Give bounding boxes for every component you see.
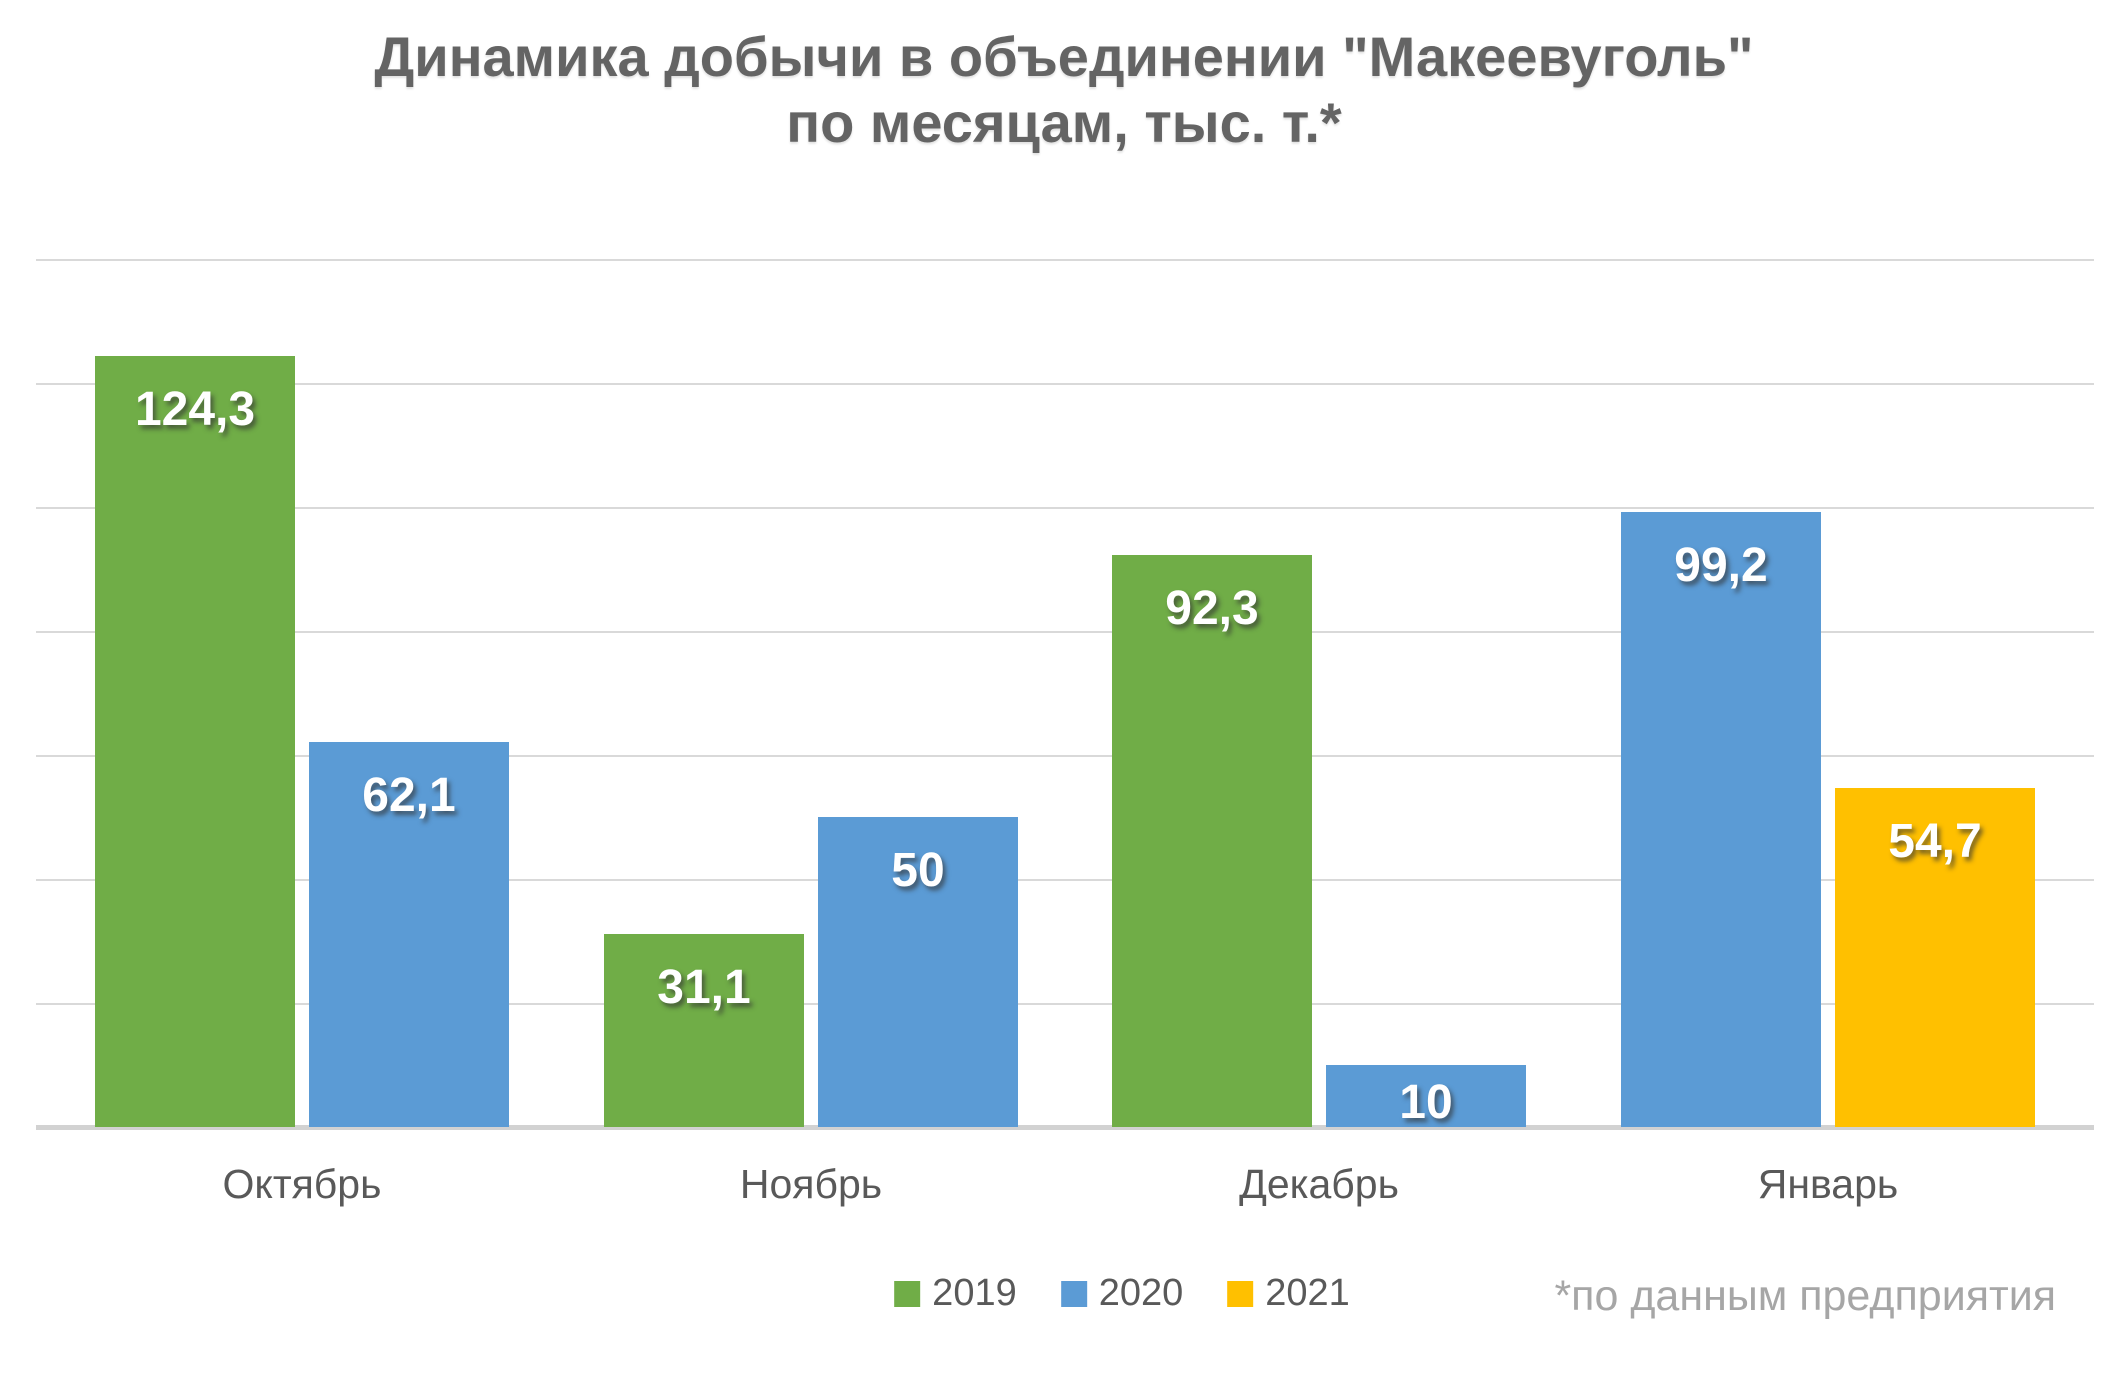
gridline [36, 1003, 2094, 1005]
legend-label: 2021 [1265, 1272, 1350, 1314]
bar-2019-декабрь: 92,3 [1112, 555, 1312, 1127]
x-axis-label-декабрь: Декабрь [1239, 1161, 1399, 1207]
legend-item-2020: 2020 [1060, 1272, 1184, 1315]
bar-value-label: 99,2 [1674, 539, 1768, 592]
x-axis-line [36, 1125, 2094, 1130]
legend-swatch-2019 [894, 1280, 921, 1307]
gridline [36, 755, 2094, 757]
bar-value-label: 10 [1399, 1076, 1453, 1129]
bar-2020-декабрь: 10 [1326, 1065, 1526, 1129]
x-axis-label-ноябрь: Ноябрь [739, 1161, 883, 1207]
bar-2019-октябрь: 124,3 [95, 356, 295, 1127]
bar-value-label: 31,1 [657, 961, 751, 1014]
chart-title: Динамика добычи в объединении "Макеевуго… [0, 24, 2128, 156]
bar-value-label: 54,7 [1888, 815, 1982, 868]
bar-2020-ноябрь: 50 [818, 817, 1018, 1127]
bar-value-label: 92,3 [1165, 582, 1259, 635]
legend-swatch-2020 [1060, 1280, 1087, 1307]
legend-swatch-2021 [1227, 1280, 1254, 1307]
legend-label: 2020 [1098, 1272, 1184, 1314]
bar-value-label: 124,3 [134, 383, 256, 436]
chart-title-line1: Динамика добычи в объединении "Макеевуго… [374, 25, 1754, 88]
bar-2019-ноябрь: 31,1 [604, 934, 804, 1127]
legend-item-2019: 2019 [894, 1272, 1017, 1315]
bar-value-label: 62,1 [362, 769, 456, 822]
gridline [36, 259, 2094, 261]
legend-item-2021: 2021 [1227, 1272, 1350, 1315]
bar-2020-октябрь: 62,1 [309, 742, 509, 1127]
chart-legend: 2019 2020 2021 [894, 1272, 1350, 1315]
x-axis-label-январь: Январь [1757, 1161, 1899, 1207]
x-axis-label-октябрь: Октябрь [222, 1161, 382, 1207]
bar-value-label: 50 [891, 844, 945, 897]
bar-2020-январь: 99,2 [1621, 512, 1821, 1127]
gridline [36, 879, 2094, 881]
gridline [36, 631, 2094, 633]
gridline [36, 383, 2094, 385]
bar-2021-январь: 54,7 [1835, 788, 2035, 1127]
gridline [36, 507, 2094, 509]
legend-label: 2019 [932, 1272, 1017, 1314]
footnote: *по данным предприятия [1554, 1272, 2056, 1320]
chart-title-line2: по месяцам, тыс. т.* [786, 91, 1342, 154]
